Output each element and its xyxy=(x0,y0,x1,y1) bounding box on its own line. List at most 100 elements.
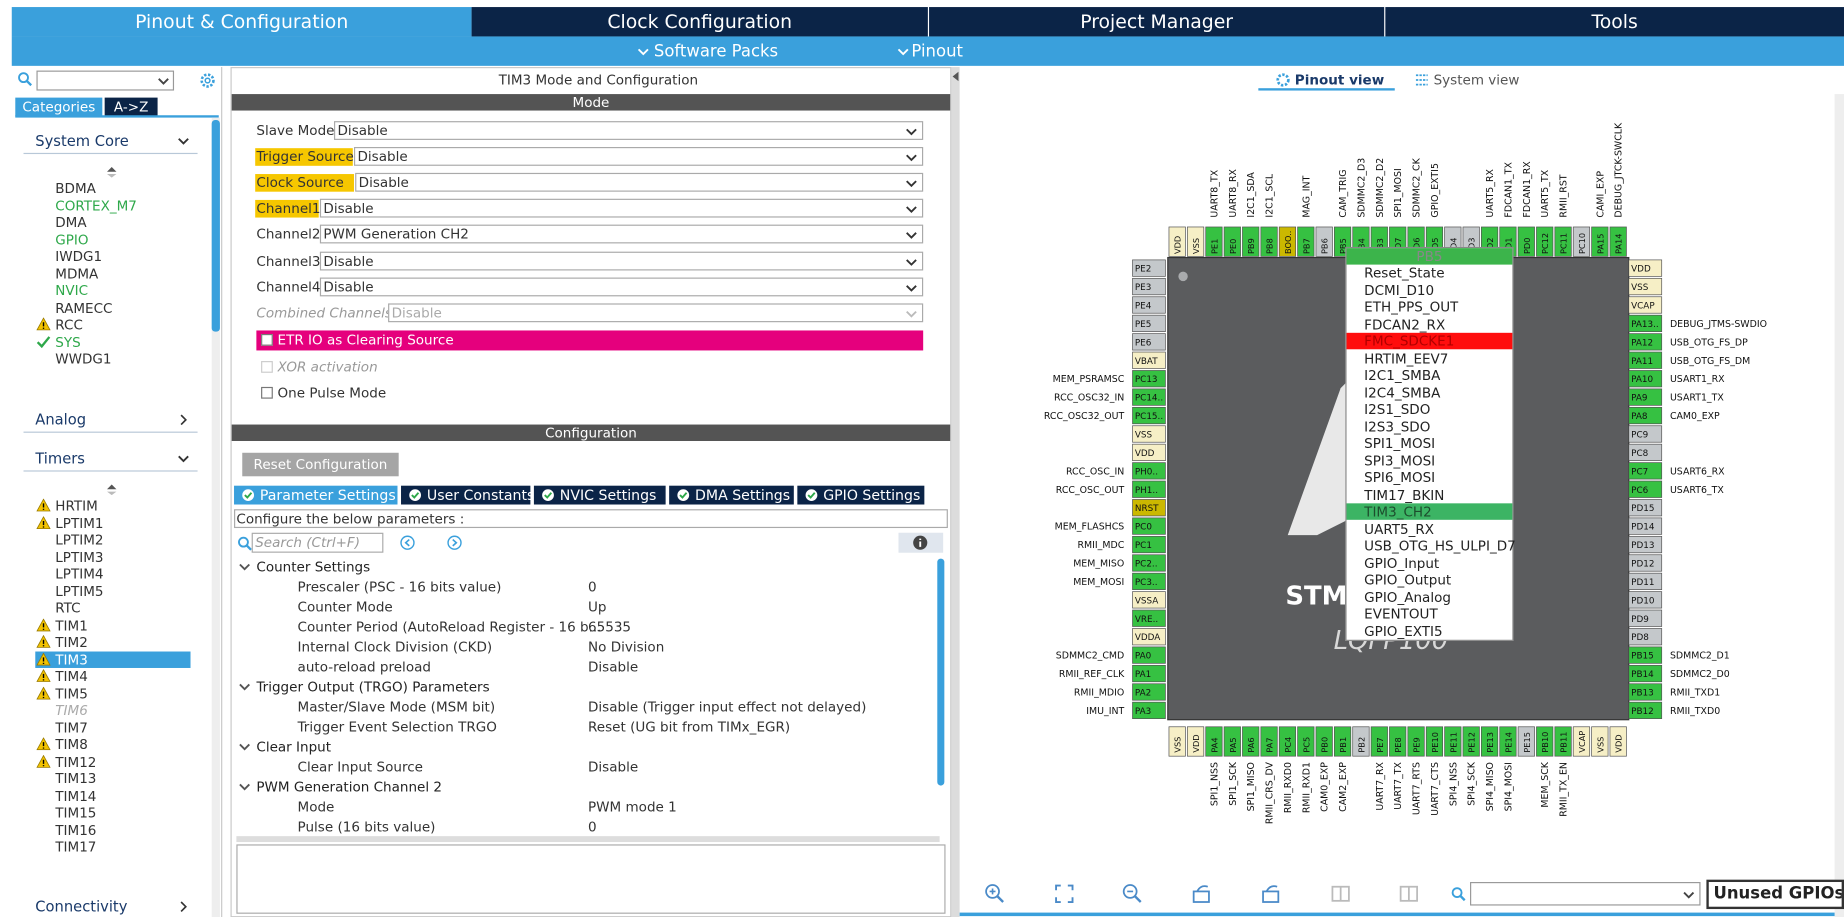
popup-item[interactable]: I2C4_SMBA xyxy=(1364,383,1441,401)
section-chevron-part[interactable] xyxy=(178,138,189,145)
tree-chevron[interactable] xyxy=(238,780,252,794)
section-chevron-part[interactable] xyxy=(178,455,189,463)
param-group[interactable]: Clear Input xyxy=(256,738,332,756)
main-tab[interactable]: Tools xyxy=(1385,7,1844,37)
tree-item[interactable]: TIM7 xyxy=(55,719,88,736)
nav-arrow[interactable] xyxy=(447,535,462,550)
param-value[interactable]: 0 xyxy=(588,578,597,596)
config-tab[interactable] xyxy=(401,485,531,505)
section-header[interactable]: Timers xyxy=(35,449,85,467)
param-value[interactable]: Up xyxy=(588,598,607,616)
popup-item[interactable]: SPI1_MOSI xyxy=(1364,435,1436,452)
tree-item[interactable]: TIM16 xyxy=(55,821,97,838)
tree-item[interactable]: TIM13 xyxy=(55,770,97,787)
field-select[interactable]: Disable xyxy=(333,121,924,140)
config-tab-label[interactable]: GPIO Settings xyxy=(823,486,921,504)
section-chevron-part[interactable] xyxy=(180,414,187,426)
param-value[interactable]: PWM mode 1 xyxy=(588,798,677,815)
tree-item[interactable]: SYS xyxy=(55,333,81,350)
sub-tab[interactable]: Software Packs xyxy=(653,42,779,62)
tree-item[interactable]: TIM1 xyxy=(55,616,88,634)
toolbar-icon-part[interactable] xyxy=(1262,890,1280,903)
config-tab-label[interactable]: NVIC Settings xyxy=(559,486,657,504)
popup-item[interactable]: Reset_State xyxy=(1364,264,1445,282)
config-tab[interactable] xyxy=(234,485,398,505)
toolbar-icon-part[interactable] xyxy=(1192,890,1210,903)
toolbar-icon[interactable] xyxy=(1122,883,1143,904)
config-tab-label[interactable]: DMA Settings xyxy=(695,486,791,504)
tree-item[interactable]: CORTEX_M7 xyxy=(55,196,137,214)
tree-item[interactable]: BDMA xyxy=(55,179,96,197)
toolbar-icon[interactable] xyxy=(1191,883,1212,904)
scroll-thumb[interactable] xyxy=(211,119,220,332)
param-search[interactable]: Search (Ctrl+F) xyxy=(251,532,384,553)
field-select[interactable]: Disable xyxy=(319,277,924,296)
tree-item[interactable]: DMA xyxy=(55,214,87,231)
checkbox[interactable] xyxy=(261,333,273,346)
sub-tab[interactable]: Pinout xyxy=(911,42,963,62)
nav-arrow-part[interactable] xyxy=(400,535,415,550)
checkbox-label[interactable]: One Pulse Mode xyxy=(277,384,387,402)
tree-item[interactable]: TIM12 xyxy=(55,753,97,770)
config-tab[interactable] xyxy=(669,485,794,505)
toolbar-icon-part[interactable] xyxy=(1265,885,1278,892)
popup-item[interactable]: HRTIM_EEV7 xyxy=(1364,349,1449,367)
tree-item[interactable]: TIM5 xyxy=(55,685,88,702)
tree-item[interactable]: RAMECC xyxy=(55,299,113,316)
section-chevron-part[interactable] xyxy=(180,901,187,912)
pin-search-combo[interactable] xyxy=(1470,882,1701,906)
view-tab[interactable]: System view xyxy=(1433,71,1520,89)
tree-item[interactable]: RTC xyxy=(55,599,81,617)
toolbar-icon[interactable] xyxy=(1054,883,1075,904)
tree-item[interactable]: TIM8 xyxy=(55,736,88,753)
nav-arrow[interactable] xyxy=(400,535,415,550)
tree-item[interactable]: TIM14 xyxy=(55,787,97,804)
section-header[interactable]: System Core xyxy=(35,131,129,150)
section-chevron[interactable] xyxy=(176,413,190,427)
config-tab[interactable] xyxy=(533,485,666,505)
popup-item[interactable]: FDCAN2_RX xyxy=(1364,315,1446,333)
popup-item[interactable]: USB_OTG_HS_ULPI_D7 xyxy=(1364,537,1516,554)
toolbar-icon-part[interactable] xyxy=(1134,895,1142,903)
popup-item[interactable]: GPIO_Input xyxy=(1364,554,1440,571)
main-tab[interactable]: Pinout & Configuration xyxy=(11,7,472,37)
toolbar-icon-part[interactable] xyxy=(996,895,1004,903)
popup-item[interactable]: SPI3_MOSI xyxy=(1364,452,1436,469)
popup-item[interactable]: DCMI_D10 xyxy=(1364,281,1435,299)
nav-arrow-part[interactable] xyxy=(452,538,458,547)
popup-item[interactable]: I2S3_SDO xyxy=(1364,418,1431,435)
tree-item[interactable]: IWDG1 xyxy=(55,248,103,265)
tree-item[interactable]: HRTIM xyxy=(55,497,98,514)
param-value[interactable]: 0 xyxy=(588,818,597,835)
param-value[interactable]: Disable (Trigger input effect not delaye… xyxy=(588,698,867,716)
field-select[interactable]: Disable xyxy=(355,173,924,192)
tree-item[interactable]: TIM2 xyxy=(55,633,88,651)
tree-item[interactable]: LPTIM1 xyxy=(55,514,104,531)
toolbar-icon-part[interactable] xyxy=(1122,884,1138,899)
main-tab[interactable]: Project Manager xyxy=(929,7,1385,37)
field-select[interactable]: PWM Generation CH2 xyxy=(319,225,924,244)
param-scroll[interactable] xyxy=(937,558,945,786)
toolbar-icon-part[interactable] xyxy=(985,884,1000,899)
toolbar-icon-part[interactable] xyxy=(989,888,996,895)
reset-button[interactable]: Reset Configuration xyxy=(242,452,399,477)
field-select[interactable]: Disable xyxy=(319,199,924,218)
popup-item[interactable]: GPIO_Output xyxy=(1364,571,1452,589)
param-group[interactable]: PWM Generation Channel 2 xyxy=(256,778,443,795)
tree-chevron[interactable] xyxy=(238,740,252,754)
checkbox-label[interactable]: ETR IO as Clearing Source xyxy=(277,331,454,349)
popup-item[interactable]: TIM17_BKIN xyxy=(1364,486,1445,503)
toolbar-icon[interactable] xyxy=(984,883,1005,904)
checkbox[interactable] xyxy=(261,386,273,399)
param-group[interactable]: Counter Settings xyxy=(256,558,371,576)
tree-item[interactable]: LPTIM4 xyxy=(55,565,104,583)
popup-item[interactable]: GPIO_Analog xyxy=(1364,588,1451,606)
tree-chevron-part[interactable] xyxy=(239,563,250,571)
param-value[interactable]: Disable xyxy=(588,758,639,775)
toolbar-icon-part[interactable] xyxy=(1055,884,1074,903)
tree-item[interactable]: MDMA xyxy=(55,265,99,282)
gpio-box[interactable]: Unused GPIOs: xyxy=(1706,879,1844,910)
tree-item[interactable]: RCC xyxy=(55,316,83,333)
param-group[interactable]: Trigger Output (TRGO) Parameters xyxy=(256,678,490,696)
tree-item[interactable]: LPTIM3 xyxy=(55,548,104,566)
